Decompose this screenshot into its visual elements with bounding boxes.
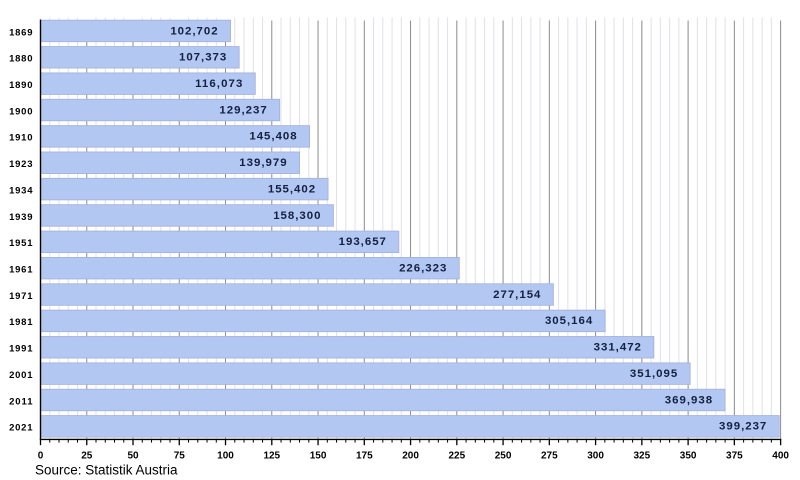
svg-text:1951: 1951 — [9, 238, 33, 249]
svg-text:158,300: 158,300 — [273, 210, 320, 222]
svg-text:1939: 1939 — [9, 212, 32, 223]
svg-text:275: 275 — [541, 451, 558, 462]
svg-text:225: 225 — [448, 451, 465, 462]
svg-text:2011: 2011 — [9, 396, 33, 407]
svg-text:351,095: 351,095 — [630, 368, 678, 380]
svg-text:1991: 1991 — [9, 344, 33, 355]
svg-text:175: 175 — [356, 451, 373, 462]
svg-text:0: 0 — [38, 451, 44, 462]
svg-text:300: 300 — [587, 451, 604, 462]
svg-text:125: 125 — [263, 451, 280, 462]
svg-text:129,237: 129,237 — [219, 104, 266, 116]
svg-text:305,164: 305,164 — [545, 315, 593, 327]
svg-text:250: 250 — [495, 451, 512, 462]
svg-text:1910: 1910 — [9, 133, 32, 144]
svg-text:Source: Statistik Austria: Source: Statistik Austria — [35, 463, 178, 478]
svg-text:325: 325 — [634, 451, 651, 462]
svg-text:277,154: 277,154 — [493, 289, 541, 301]
svg-text:1890: 1890 — [9, 80, 32, 91]
svg-text:100: 100 — [217, 451, 234, 462]
svg-text:331,472: 331,472 — [594, 342, 641, 354]
svg-text:2001: 2001 — [9, 370, 33, 381]
svg-text:155,402: 155,402 — [268, 183, 315, 195]
svg-text:25: 25 — [81, 451, 93, 462]
svg-text:1923: 1923 — [9, 159, 32, 170]
svg-text:350: 350 — [680, 451, 697, 462]
svg-text:1880: 1880 — [9, 54, 32, 65]
svg-text:107,373: 107,373 — [179, 52, 226, 64]
svg-text:369,938: 369,938 — [665, 394, 713, 406]
svg-text:399,237: 399,237 — [719, 421, 766, 433]
svg-text:139,979: 139,979 — [239, 157, 286, 169]
svg-text:1900: 1900 — [9, 106, 32, 117]
svg-text:226,323: 226,323 — [399, 262, 446, 274]
svg-text:400: 400 — [772, 451, 789, 462]
svg-text:102,702: 102,702 — [170, 25, 217, 37]
svg-text:2021: 2021 — [9, 423, 33, 434]
svg-text:1869: 1869 — [9, 27, 32, 38]
svg-text:50: 50 — [127, 451, 139, 462]
svg-text:1934: 1934 — [9, 185, 33, 196]
svg-text:200: 200 — [402, 451, 419, 462]
svg-text:116,073: 116,073 — [195, 78, 242, 90]
svg-text:1961: 1961 — [9, 264, 33, 275]
svg-text:193,657: 193,657 — [339, 236, 386, 248]
svg-text:145,408: 145,408 — [249, 131, 297, 143]
svg-text:375: 375 — [726, 451, 743, 462]
svg-text:75: 75 — [174, 451, 186, 462]
svg-text:1981: 1981 — [9, 317, 33, 328]
svg-text:1971: 1971 — [9, 291, 33, 302]
svg-text:150: 150 — [310, 451, 327, 462]
